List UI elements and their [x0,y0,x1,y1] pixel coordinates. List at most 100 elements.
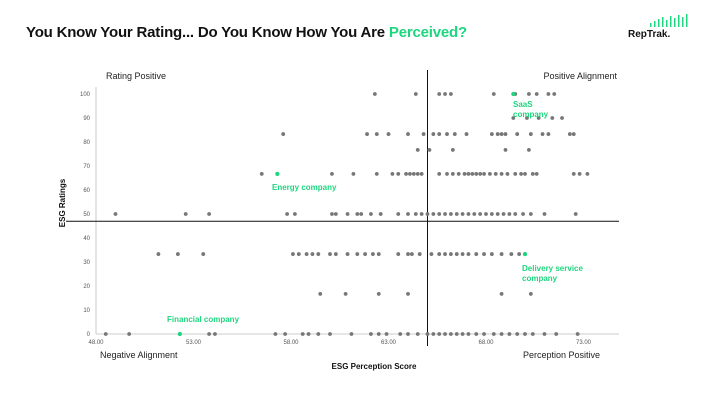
highlight-point [511,91,516,97]
data-point [437,332,442,336]
data-point [443,332,447,336]
data-point [443,212,447,216]
data-point [489,132,494,136]
data-point [513,172,518,176]
data-point [523,172,527,176]
data-point [408,172,412,176]
logo-bars-icon [650,14,688,27]
data-point [343,292,348,296]
data-point [384,332,389,336]
data-point [127,332,132,336]
annotation-delivery-line2: company [522,274,558,283]
data-point [474,172,479,176]
data-point [521,212,525,216]
data-point [466,332,471,336]
data-point [390,172,395,176]
y-tick-label: 60 [83,188,90,194]
x-tick-label: 58.00 [283,340,299,346]
y-tick-label: 80 [83,140,90,146]
data-point [421,132,426,136]
data-point [443,92,447,96]
data-point [507,212,512,216]
highlight-point [275,171,280,177]
data-point [482,252,486,256]
data-point [449,92,453,96]
data-point [378,212,383,216]
data-point [482,172,486,176]
data-point [499,292,504,296]
y-axis-title: ESG Ratings [58,178,67,227]
data-point [437,252,442,256]
data-point [489,252,494,256]
quadrant-label-top-right: Positive Alignment [543,71,617,81]
y-tick-label: 50 [83,212,90,218]
data-point [427,148,432,152]
data-point [413,92,418,96]
data-point [345,212,350,216]
data-point [491,92,496,96]
data-point [474,252,479,256]
data-point [466,212,471,216]
data-point [546,132,551,136]
data-point [213,332,217,336]
data-point [259,172,264,176]
data-point [519,172,523,176]
data-point [577,172,582,176]
quadrant-label-bottom-left: Negative Alignment [100,350,178,360]
data-point [478,212,483,216]
data-point [528,212,533,216]
data-point [371,252,375,256]
y-tick-label: 90 [83,116,90,122]
data-point [474,332,479,336]
data-point [445,132,449,136]
data-point [534,92,539,96]
data-points [103,92,590,336]
data-point [419,212,424,216]
data-point [554,332,559,336]
data-point [156,252,161,256]
data-point [318,292,323,296]
data-point [478,172,483,176]
data-point [507,332,512,336]
data-point [330,212,334,216]
data-point [452,132,457,136]
data-point [571,132,576,136]
data-point [406,332,410,336]
annotation-delivery-line1: Delivery service [522,264,583,273]
data-point [415,332,420,336]
data-point [376,292,381,296]
y-tick-label: 70 [83,164,90,170]
data-point [437,212,442,216]
data-point [291,252,295,256]
title-highlight: Perceived? [388,24,467,41]
data-point [396,172,401,176]
data-point [429,252,434,256]
data-point [528,132,533,136]
data-point [369,332,373,336]
data-point [417,252,422,256]
annotation-saas-line2: company [513,110,549,119]
reptrak-logo: RepTrak. [628,14,694,46]
quadrant-label-top-left: Rating Positive [106,71,166,81]
data-point [505,172,510,176]
highlight-point [522,251,528,257]
data-point [472,212,477,216]
annotation-energy: Energy company [272,183,337,192]
data-point [454,252,459,256]
data-point [488,172,492,176]
data-point [415,172,420,176]
data-point [515,132,520,136]
annotation-financial: Financial company [167,315,240,324]
data-point [546,92,551,96]
y-tick-label: 0 [87,332,91,338]
data-point [515,332,520,336]
data-point [372,92,377,96]
logo-text: RepTrak. [628,29,671,40]
data-point [542,332,547,336]
data-point [413,212,418,216]
data-point [431,332,436,336]
data-point [304,252,309,256]
data-point [425,212,430,216]
x-axis-title: ESG Perception Score [332,362,417,371]
data-point [376,252,381,256]
